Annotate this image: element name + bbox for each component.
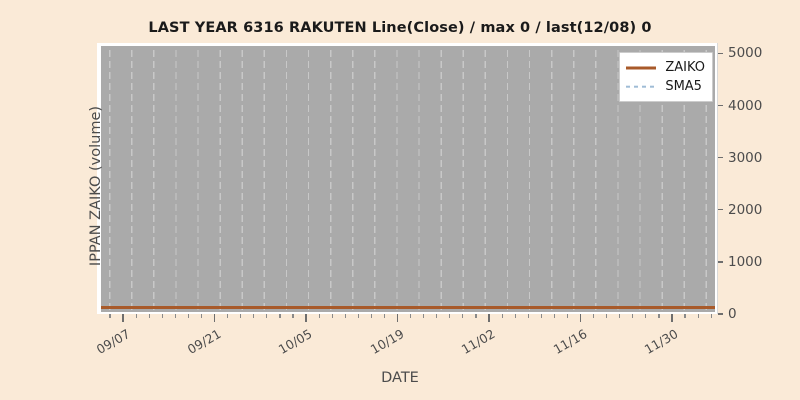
x-axis-minor-tick xyxy=(200,314,203,318)
y-axis-tick: 5000 xyxy=(718,45,762,61)
legend-box[interactable]: ZAIKO SMA5 xyxy=(619,52,713,102)
plot-area xyxy=(101,46,715,312)
x-axis-major-tick xyxy=(122,314,124,322)
y-tick-label: 0 xyxy=(728,306,737,322)
x-axis-minor-tick xyxy=(540,314,542,318)
x-axis-minor-tick xyxy=(240,314,242,318)
legend-label-sma5: SMA5 xyxy=(665,79,702,94)
legend-entry-sma5[interactable]: SMA5 xyxy=(626,77,705,96)
y-tick-mark xyxy=(718,209,723,211)
y-tick-mark xyxy=(718,104,723,107)
x-axis-minor-tick xyxy=(658,314,660,318)
grid-dash-mask xyxy=(101,46,715,312)
legend-line-swatch-icon xyxy=(626,62,657,74)
x-axis-minor-tick xyxy=(109,314,111,318)
y-axis-tick: 2000 xyxy=(718,202,762,218)
x-axis-major-tick xyxy=(213,314,216,322)
series-line-zaiko xyxy=(101,305,715,309)
x-axis-minor-tick xyxy=(383,314,386,318)
y-tick-label: 5000 xyxy=(728,45,763,62)
x-axis-minor-tick xyxy=(566,314,569,318)
x-axis-minor-tick xyxy=(344,314,346,318)
x-tick-label: 10/19 xyxy=(367,326,407,358)
x-axis-minor-tick xyxy=(161,314,163,318)
x-axis-minor-tick xyxy=(423,314,425,318)
x-axis-minor-tick xyxy=(357,314,359,318)
y-tick-mark xyxy=(718,156,723,159)
x-axis-minor-tick xyxy=(632,314,634,318)
legend-label-zaiko: ZAIKO xyxy=(665,60,705,75)
x-axis-minor-tick xyxy=(266,314,268,318)
y-tick-mark xyxy=(718,52,723,55)
x-tick-label: 10/05 xyxy=(276,326,315,358)
x-axis-minor-tick xyxy=(645,314,647,318)
x-tick-label: 09/07 xyxy=(93,326,132,358)
y-tick-mark xyxy=(718,313,723,315)
x-axis-minor-tick xyxy=(253,314,255,318)
x-axis-minor-tick xyxy=(187,314,190,318)
y-axis-tick: 3000 xyxy=(718,150,762,166)
x-axis-minor-tick xyxy=(318,314,320,318)
x-axis-minor-tick xyxy=(436,314,438,318)
legend-entry-zaiko[interactable]: ZAIKO xyxy=(626,58,705,77)
x-axis-minor-tick xyxy=(619,314,621,318)
x-axis-major-tick xyxy=(671,314,673,322)
x-axis-minor-tick xyxy=(606,314,608,318)
x-axis-minor-tick xyxy=(279,314,281,318)
y-axis-tick: 4000 xyxy=(718,98,762,114)
y-tick-label: 3000 xyxy=(728,149,763,166)
y-tick-label: 2000 xyxy=(728,201,763,218)
x-tick-label: 11/30 xyxy=(642,326,681,358)
x-axis-major-tick xyxy=(579,314,582,322)
legend-dotted-swatch-icon xyxy=(626,81,657,93)
x-axis-minor-tick xyxy=(501,314,503,318)
x-tick-label: 11/02 xyxy=(459,326,498,358)
x-axis-minor-tick xyxy=(135,314,137,318)
x-axis-minor-tick xyxy=(174,314,176,318)
x-tick-label: 09/21 xyxy=(184,326,224,358)
chart-title: LAST YEAR 6316 RAKUTEN Line(Close) / max… xyxy=(148,20,652,36)
x-axis-minor-tick xyxy=(697,314,699,318)
x-axis-minor-tick xyxy=(514,314,516,318)
y-axis-tick: 1000 xyxy=(718,254,762,270)
x-axis-major-tick xyxy=(305,314,307,322)
x-axis-minor-tick xyxy=(684,314,686,318)
x-axis-title: DATE xyxy=(381,370,419,386)
x-axis-minor-tick xyxy=(148,314,150,318)
x-axis: 09/07 09/21 10/05 10/19 11/02 11/16 11/30 xyxy=(93,314,715,357)
x-axis-minor-tick xyxy=(553,314,555,318)
x-axis-minor-tick xyxy=(292,314,294,318)
y-axis-title: IPPAN ZAIKO (volume) xyxy=(88,105,104,267)
x-axis-minor-tick xyxy=(410,314,412,318)
x-axis-major-tick xyxy=(488,314,490,322)
x-axis-minor-tick xyxy=(527,314,529,318)
y-tick-label: 1000 xyxy=(728,253,763,270)
x-axis-minor-tick xyxy=(462,314,464,318)
x-axis-major-tick xyxy=(396,314,399,322)
x-tick-label: 11/16 xyxy=(550,326,590,358)
x-axis-minor-tick xyxy=(370,314,372,318)
y-axis-tick: 0 xyxy=(718,306,737,322)
y-axis-spine xyxy=(717,43,719,314)
x-axis-minor-tick xyxy=(331,314,333,318)
x-axis-minor-tick xyxy=(449,314,451,318)
x-axis-minor-tick xyxy=(475,314,477,318)
y-tick-label: 4000 xyxy=(728,97,763,114)
x-axis-minor-tick xyxy=(227,314,229,318)
y-tick-mark xyxy=(718,261,723,263)
x-axis-minor-tick xyxy=(592,314,595,318)
y-axis: 0 1000 2000 3000 4000 5000 xyxy=(718,43,788,322)
x-axis-minor-tick xyxy=(710,314,712,318)
